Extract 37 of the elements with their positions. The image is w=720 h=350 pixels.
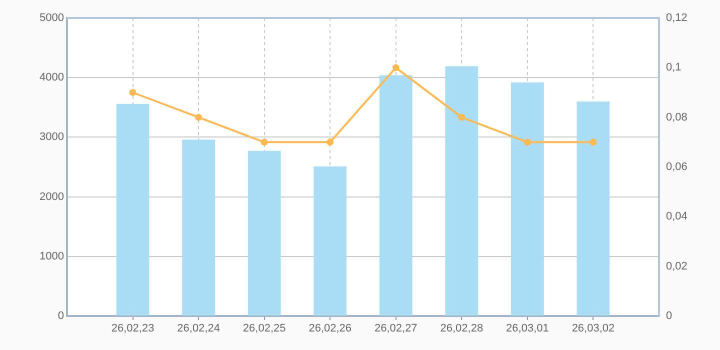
bar: [511, 82, 544, 316]
x-tick-label: 26,02,25: [242, 322, 286, 335]
y2-tick-label: 0: [666, 310, 672, 322]
y-tick-label: 2000: [40, 190, 64, 203]
x-tick-label: 26,02,28: [440, 322, 484, 335]
bar: [576, 101, 610, 316]
y2-tick-label: 0,08: [666, 111, 688, 124]
point: [392, 64, 400, 72]
bar: [182, 140, 215, 316]
x-tick-label: 26,03,01: [506, 322, 549, 335]
bar: [116, 104, 150, 316]
point: [524, 138, 531, 146]
x-tick-label: 26,03,02: [572, 322, 615, 335]
y-tick-label: 4000: [40, 72, 64, 84]
point: [129, 89, 136, 96]
bar: [248, 150, 281, 316]
x-tick-label: 26,02,27: [374, 322, 418, 335]
point: [260, 138, 268, 146]
y-tick-label: 1000: [40, 250, 64, 262]
point: [458, 114, 466, 121]
x-tick-label: 26,02,24: [177, 322, 220, 335]
point: [590, 138, 597, 146]
y-tick-label: 3000: [40, 131, 64, 144]
y-tick-label: 0: [58, 310, 64, 322]
bar: [314, 166, 347, 316]
y-tick-label: 5000: [40, 12, 64, 24]
y2-tick-label: 0,04: [666, 210, 688, 223]
x-tick-label: 26,02,26: [308, 322, 352, 335]
y2-tick-label: 0,02: [666, 260, 688, 272]
point: [195, 114, 202, 121]
y2-tick-label: 0,06: [666, 161, 688, 174]
y2-tick-label: 0,12: [666, 12, 688, 24]
x-tick-label: 26,02,23: [111, 322, 154, 335]
bar: [445, 66, 478, 316]
point: [326, 138, 334, 146]
y2-tick-label: 0,1: [666, 62, 682, 74]
bar: [379, 75, 412, 316]
